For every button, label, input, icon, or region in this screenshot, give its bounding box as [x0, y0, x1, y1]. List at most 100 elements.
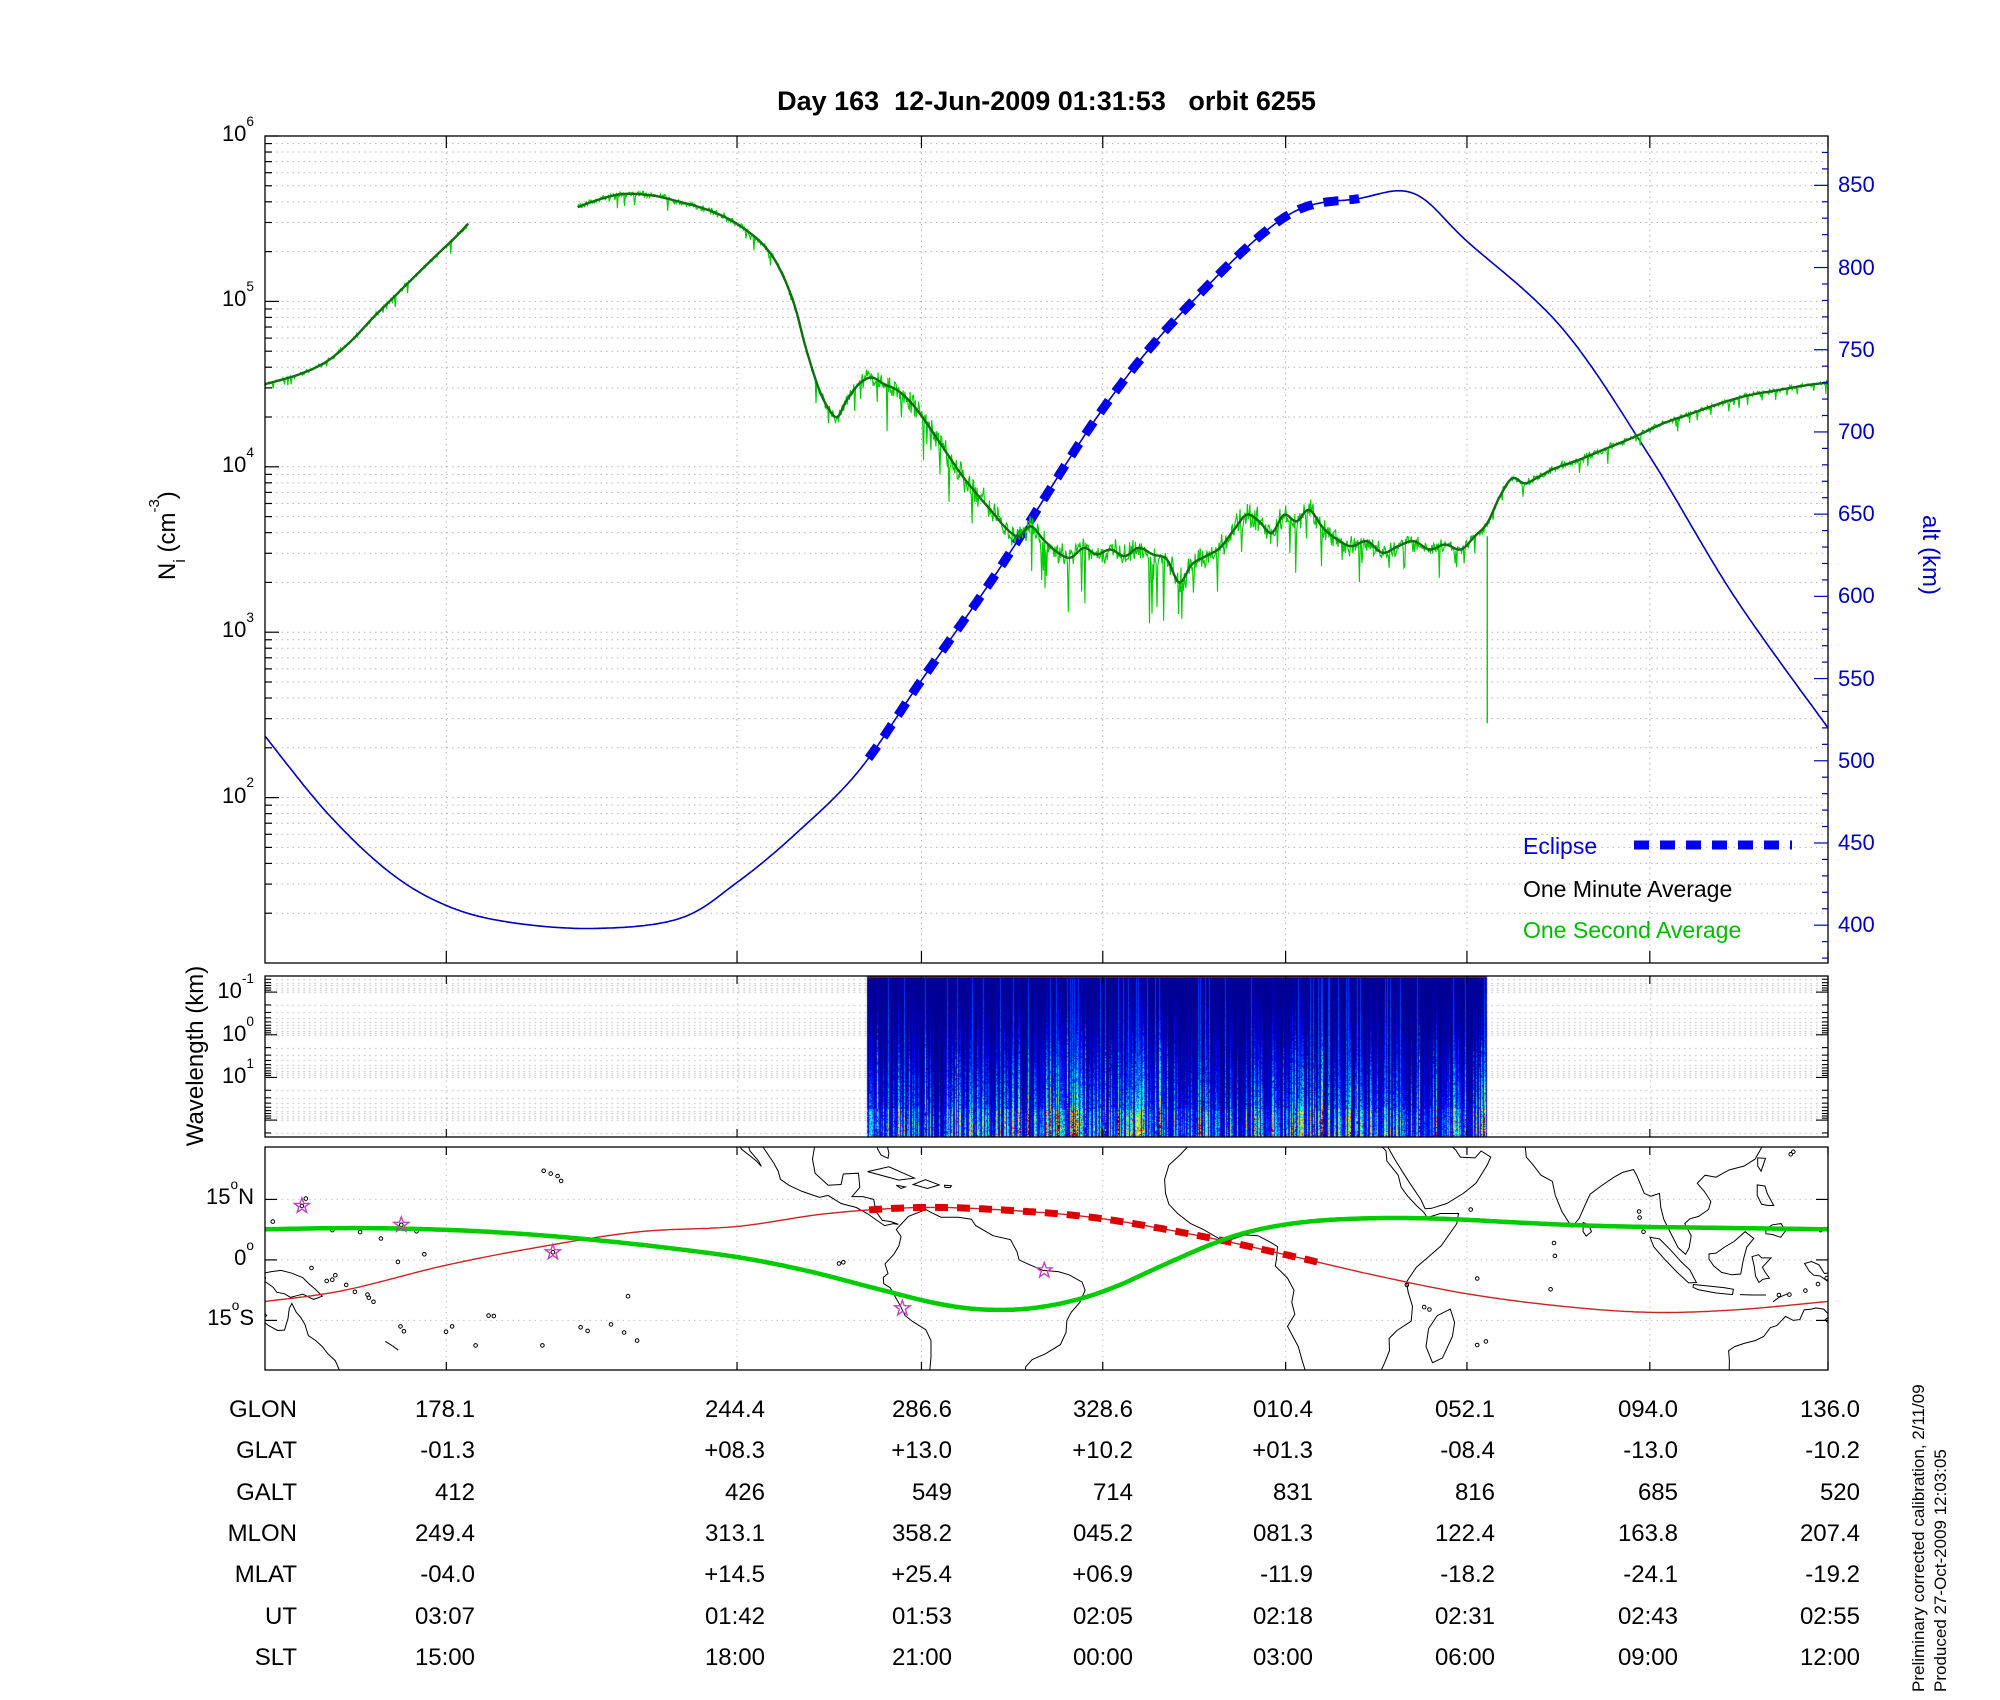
ni-axis-label: Ni (cm-3): [126, 491, 210, 607]
table-cell: +13.0: [891, 1437, 952, 1464]
table-row-label: UT: [265, 1603, 297, 1630]
ni-axis-tick-label: 104: [221, 444, 254, 477]
table-cell: +14.5: [704, 1561, 765, 1588]
table-cell: 136.0: [1799, 1396, 1860, 1423]
table-cell: 02:43: [1617, 1603, 1678, 1630]
table-cell: 02:31: [1434, 1603, 1495, 1630]
alt-axis-tick-label: 650: [1838, 501, 1875, 527]
table-cell: 426: [724, 1479, 765, 1506]
ni-axis-label-sub: i: [171, 559, 190, 563]
table-row-label: GLON: [228, 1396, 297, 1423]
legend-one-minute-label: One Minute Average: [1523, 876, 1733, 902]
ni-axis-label-sup: -3: [146, 499, 163, 513]
table-cell: 010.4: [1252, 1396, 1313, 1423]
map-lat-tick-label: 15oS: [207, 1298, 254, 1331]
table-cell: 249.4: [414, 1520, 475, 1547]
table-row-label: MLAT: [234, 1561, 297, 1588]
table-cell: +10.2: [1072, 1437, 1133, 1464]
table-cell: 163.8: [1617, 1520, 1678, 1547]
table-cell: -18.2: [1440, 1561, 1495, 1588]
table-cell: 122.4: [1434, 1520, 1495, 1547]
table-cell: 02:18: [1252, 1603, 1313, 1630]
table-cell: -10.2: [1805, 1437, 1860, 1464]
alt-axis-tick-label: 450: [1838, 829, 1875, 855]
ni-axis-tick-label: 102: [221, 775, 254, 808]
table-cell: +01.3: [1252, 1437, 1313, 1464]
table-cell: 207.4: [1799, 1520, 1860, 1547]
table-cell: 052.1: [1434, 1396, 1495, 1423]
table-cell: 02:55: [1799, 1603, 1860, 1630]
table-row-label: MLON: [227, 1520, 297, 1547]
table-cell: 714: [1092, 1479, 1133, 1506]
map-lat-tick-label: 0o: [234, 1237, 254, 1270]
table-cell: 328.6: [1072, 1396, 1133, 1423]
table-cell: 549: [911, 1479, 952, 1506]
ni-axis-label-pre: (cm: [154, 512, 181, 560]
table-cell: 12:00: [1799, 1644, 1860, 1671]
table-cell: -24.1: [1623, 1561, 1678, 1588]
table-cell: 178.1: [414, 1396, 475, 1423]
spectrogram-canvas: [265, 976, 1828, 1137]
ni-axis-tick-label: 103: [221, 610, 254, 643]
table-cell: +25.4: [891, 1561, 952, 1588]
table-cell: 045.2: [1072, 1520, 1133, 1547]
table-cell: 01:53: [891, 1603, 952, 1630]
wavelength-tick-label: 101: [221, 1056, 254, 1089]
calibration-line1: Preliminary corrected calibration, 2/11/…: [1909, 1384, 1928, 1692]
table-cell: 00:00: [1072, 1644, 1133, 1671]
table-cell: 244.4: [704, 1396, 765, 1423]
table-cell: 358.2: [891, 1520, 952, 1547]
alt-axis-tick-label: 850: [1838, 172, 1875, 198]
table-cell: +08.3: [704, 1437, 765, 1464]
wavelength-tick-label: 100: [221, 1013, 254, 1046]
table-cell: -13.0: [1623, 1437, 1678, 1464]
alt-axis-tick-label: 400: [1838, 912, 1875, 938]
alt-axis-tick-label: 500: [1838, 747, 1875, 773]
table-cell: 816: [1454, 1479, 1495, 1506]
table-row-label: GLAT: [236, 1437, 297, 1464]
table-cell: -01.3: [420, 1437, 475, 1464]
table-cell: 21:00: [891, 1644, 952, 1671]
map-lat-tick-label: 15oN: [206, 1177, 254, 1210]
legend-one-second-label: One Second Average: [1523, 917, 1742, 943]
table-cell: 685: [1637, 1479, 1678, 1506]
table-cell: 313.1: [704, 1520, 765, 1547]
ni-axis-tick-label: 106: [221, 113, 254, 146]
table-cell: 286.6: [891, 1396, 952, 1423]
alt-axis-label: alt (km): [1917, 515, 1944, 595]
table-row-label: GALT: [236, 1479, 297, 1506]
table-cell: 18:00: [704, 1644, 765, 1671]
alt-axis-tick-label: 800: [1838, 254, 1875, 280]
table-cell: 09:00: [1617, 1644, 1678, 1671]
ni-axis-label-base: N: [154, 562, 181, 581]
alt-axis-tick-label: 750: [1838, 336, 1875, 362]
table-cell: 06:00: [1434, 1644, 1495, 1671]
calibration-annotation: Preliminary corrected calibration, 2/11/…: [1908, 1384, 1952, 1692]
table-cell: +06.9: [1072, 1561, 1133, 1588]
alt-axis-tick-label: 700: [1838, 418, 1875, 444]
table-cell: 094.0: [1617, 1396, 1678, 1423]
table-cell: 831: [1272, 1479, 1313, 1506]
alt-axis-tick-label: 550: [1838, 665, 1875, 691]
plot-title: Day 163 12-Jun-2009 01:31:53 orbit 6255: [777, 86, 1316, 116]
ni-axis-tick-label: 105: [221, 279, 254, 312]
alt-axis-tick-label: 600: [1838, 583, 1875, 609]
wavelength-tick-label: 10-1: [217, 970, 254, 1004]
table-cell: -19.2: [1805, 1561, 1860, 1588]
table-cell: 412: [434, 1479, 475, 1506]
table-cell: -11.9: [1260, 1561, 1313, 1588]
table-row-label: SLT: [254, 1644, 297, 1671]
table-cell: 520: [1819, 1479, 1860, 1506]
table-cell: 03:00: [1252, 1644, 1313, 1671]
table-cell: 01:42: [704, 1603, 765, 1630]
calibration-line2: Produced 27-Oct-2009 12:03:05: [1931, 1449, 1950, 1692]
table-cell: 081.3: [1252, 1520, 1313, 1547]
table-cell: 03:07: [414, 1603, 475, 1630]
legend-eclipse-label: Eclipse: [1523, 833, 1598, 859]
table-cell: 02:05: [1072, 1603, 1133, 1630]
table-cell: 15:00: [414, 1644, 475, 1671]
table-cell: -08.4: [1440, 1437, 1495, 1464]
table-cell: -04.0: [420, 1561, 475, 1588]
